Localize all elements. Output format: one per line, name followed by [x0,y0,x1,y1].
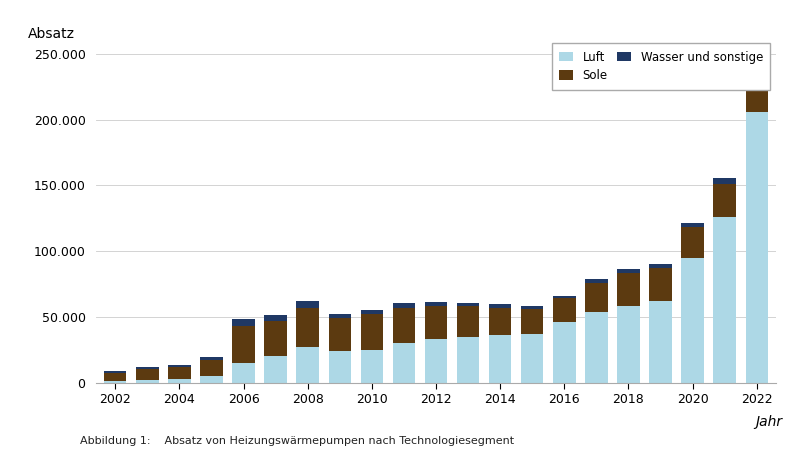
Bar [136,367,158,369]
Bar [682,258,704,382]
Bar [425,302,447,306]
Bar [232,326,254,363]
Bar [232,363,254,382]
Bar [650,264,672,268]
Text: Abbildung 1:    Absatz von Heizungswärmepumpen nach Technologiesegment: Abbildung 1: Absatz von Heizungswärmepum… [80,436,514,446]
Bar [104,371,126,373]
Bar [168,365,190,367]
Bar [264,315,287,321]
Bar [457,337,479,382]
Bar [361,314,383,350]
Bar [489,308,511,335]
Bar [232,320,254,326]
Bar [682,227,704,258]
Bar [329,318,351,351]
Bar [521,309,543,334]
Bar [104,373,126,381]
Bar [714,217,736,382]
Text: Absatz: Absatz [28,27,75,41]
Text: Jahr: Jahr [756,415,782,429]
Bar [264,356,287,382]
Bar [425,306,447,339]
Bar [457,303,479,306]
Bar [746,112,768,382]
Bar [650,301,672,382]
Bar [200,376,222,382]
Bar [585,283,608,311]
Bar [393,343,415,382]
Bar [200,357,222,360]
Bar [553,298,575,322]
Bar [489,335,511,382]
Bar [168,379,190,382]
Bar [650,268,672,301]
Bar [393,303,415,308]
Bar [168,367,190,379]
Bar [297,308,319,347]
Bar [682,223,704,227]
Bar [104,381,126,382]
Legend: Luft, Sole, Wasser und sonstige: Luft, Sole, Wasser und sonstige [552,44,770,90]
Bar [714,178,736,184]
Bar [361,310,383,314]
Bar [297,347,319,382]
Bar [553,322,575,382]
Bar [553,296,575,298]
Bar [136,380,158,382]
Bar [489,304,511,308]
Bar [521,306,543,309]
Bar [393,308,415,343]
Bar [361,350,383,382]
Bar [618,306,640,382]
Bar [329,314,351,318]
Bar [585,279,608,283]
Bar [585,311,608,382]
Bar [521,334,543,382]
Bar [714,184,736,217]
Bar [329,351,351,382]
Bar [425,339,447,382]
Bar [200,360,222,376]
Bar [457,306,479,337]
Bar [618,270,640,274]
Bar [264,321,287,356]
Bar [136,369,158,380]
Bar [297,301,319,308]
Bar [746,78,768,112]
Bar [746,71,768,78]
Bar [618,274,640,306]
